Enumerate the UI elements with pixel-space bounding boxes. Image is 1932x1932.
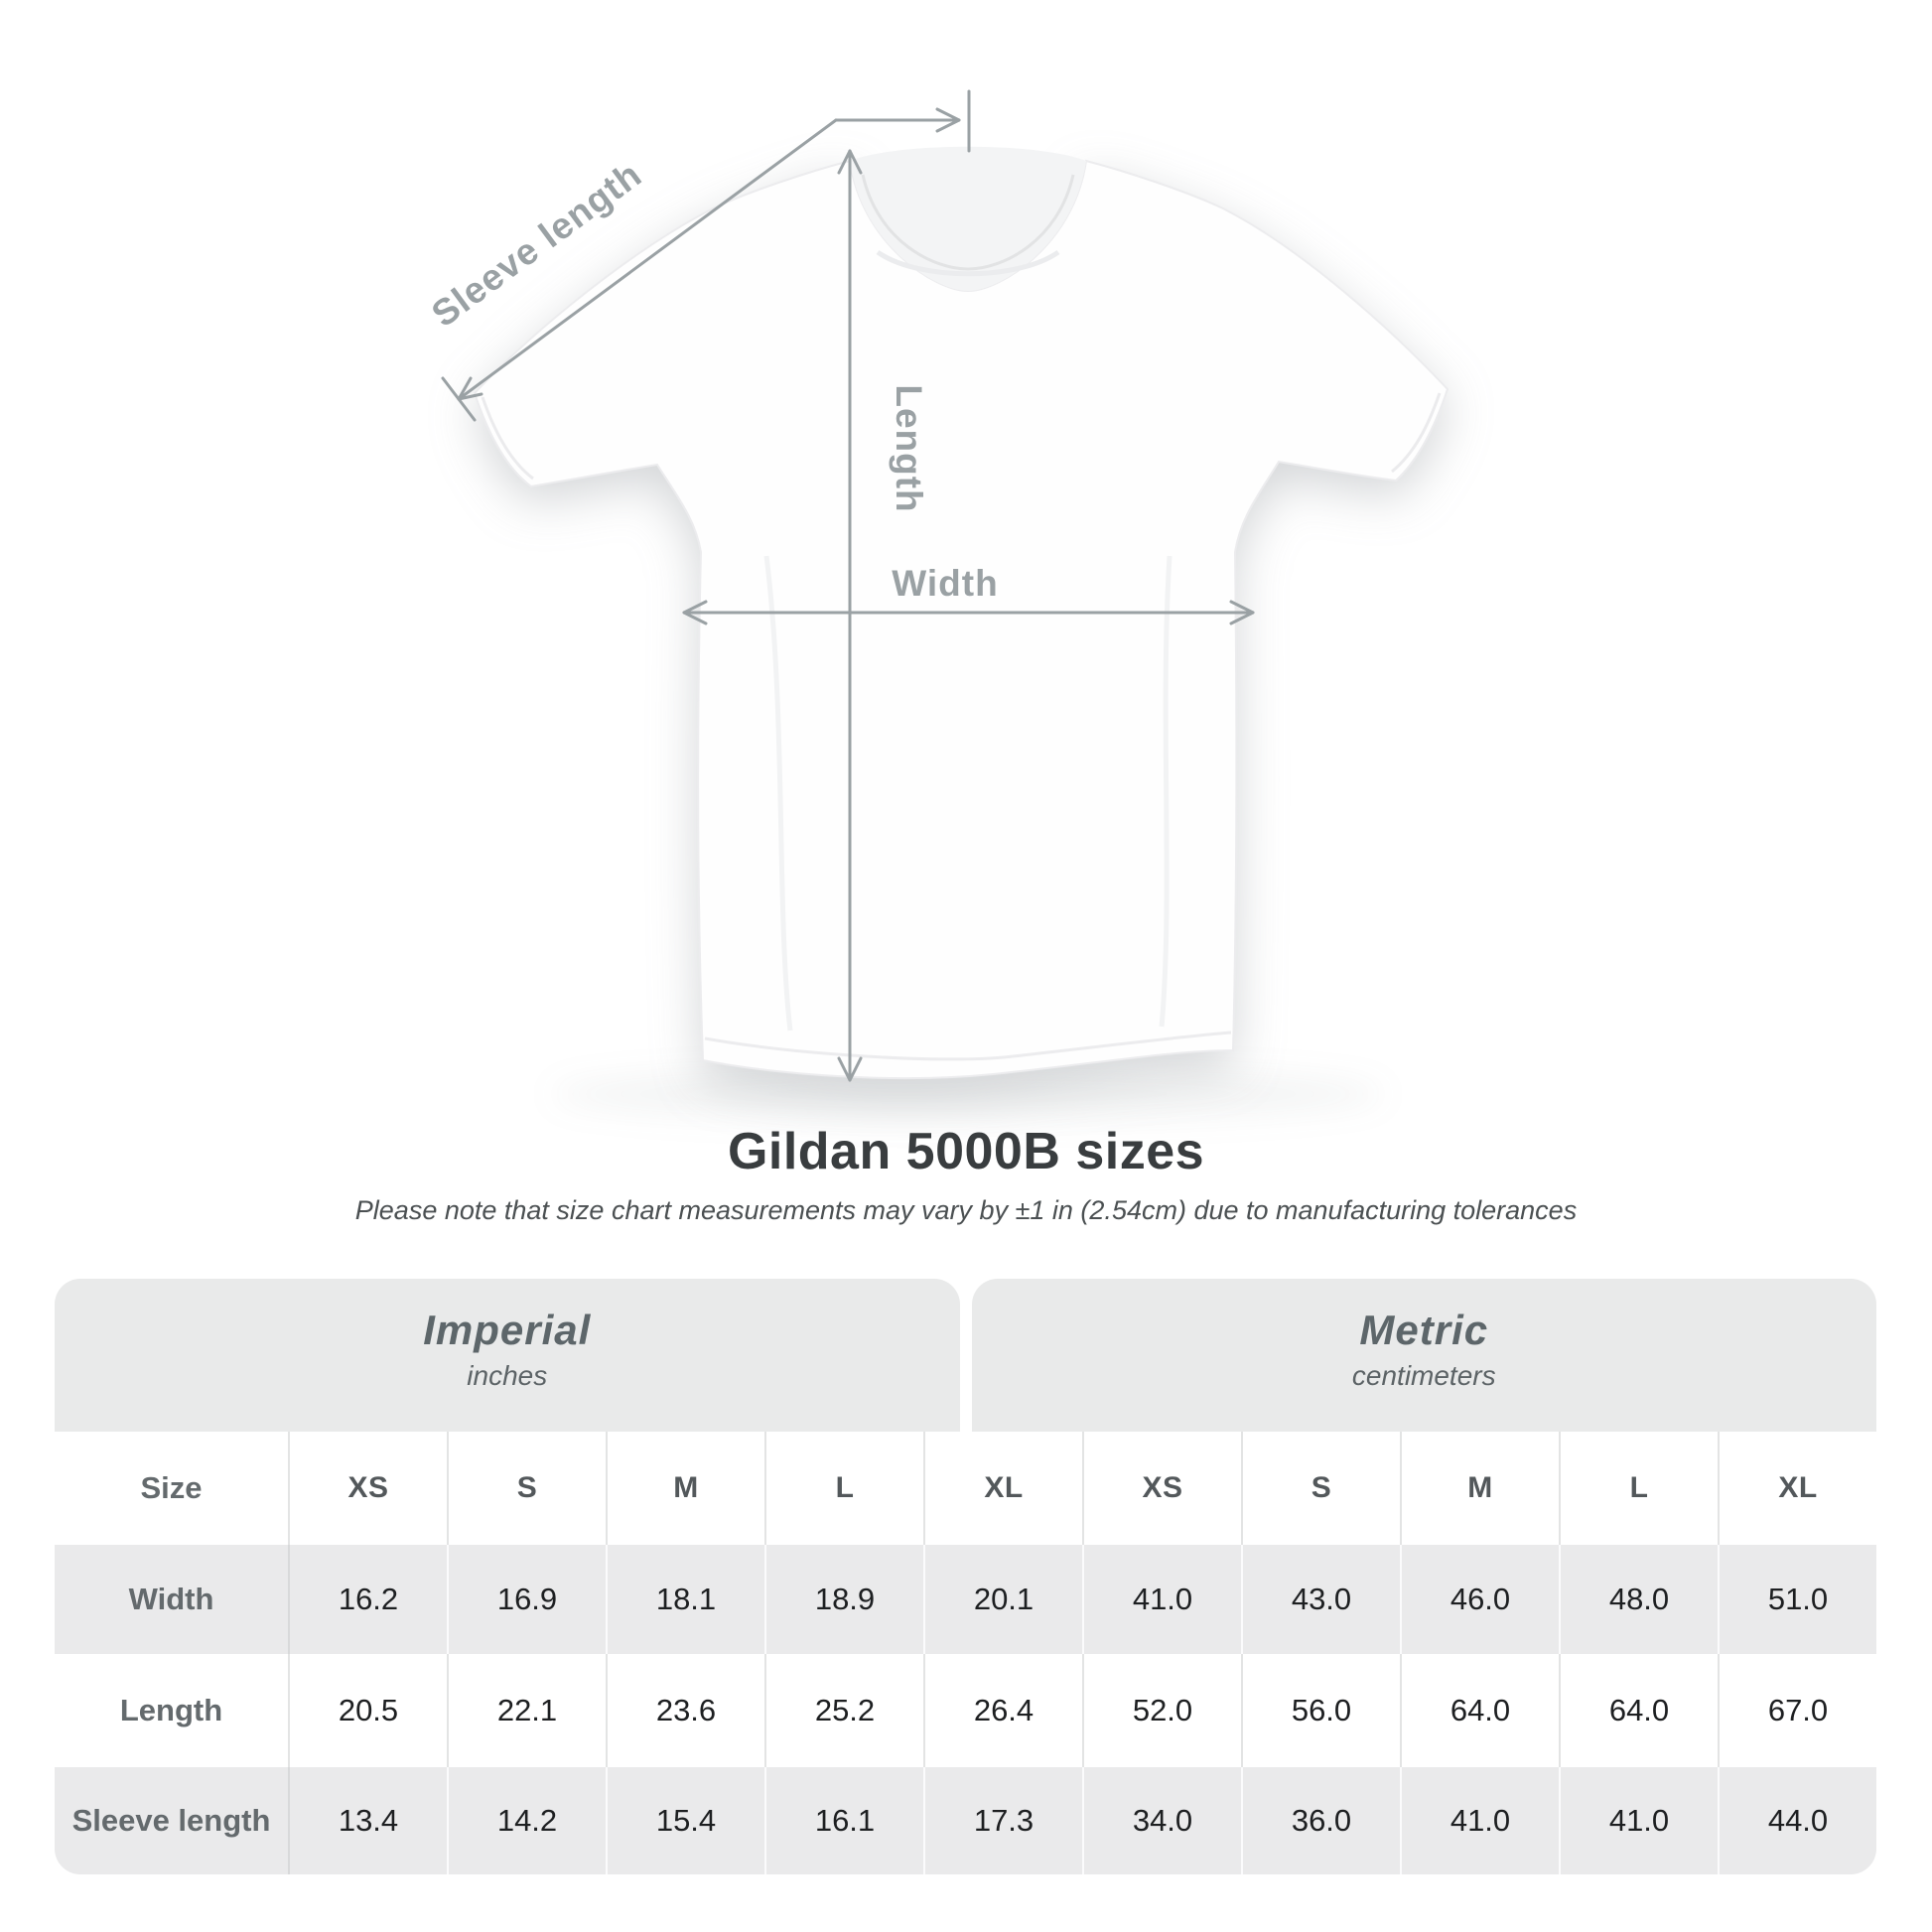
metric-title: Metric <box>1359 1307 1489 1353</box>
measurement-cell: 20.5 <box>288 1654 447 1767</box>
size-cell: S <box>447 1432 606 1545</box>
measurement-cell: 22.1 <box>447 1654 606 1767</box>
width-label: Width <box>892 563 998 604</box>
wrinkle-line <box>763 555 793 1032</box>
tolerance-note: Please note that size chart measurements… <box>354 1195 1578 1225</box>
measurement-cell: 17.3 <box>923 1767 1082 1874</box>
imperial-band: Imperial inches <box>55 1279 960 1432</box>
collar-rib-seam <box>861 174 1075 271</box>
measurement-cell: 43.0 <box>1241 1545 1400 1654</box>
row-header: Length <box>119 1693 223 1727</box>
size-column-header: Size <box>140 1470 203 1505</box>
table-row-sizes: Size XS S M L XL XS S M L XL <box>55 1432 1876 1545</box>
table-row-width: Width 16.2 16.9 18.1 18.9 20.1 41.0 43.0… <box>55 1545 1876 1654</box>
size-cell: XS <box>288 1432 447 1545</box>
wrinkle-line <box>1159 555 1173 1028</box>
measurement-cell: 64.0 <box>1400 1654 1559 1767</box>
size-cell: XL <box>923 1432 1082 1545</box>
length-label: Length <box>889 384 929 512</box>
tshirt-measurement-diagram: Sleeve length Length Width <box>424 89 1449 1120</box>
size-cell: XL <box>1718 1432 1876 1545</box>
imperial-unit: inches <box>467 1360 548 1391</box>
size-table: Imperial inches Metric centimeters Size … <box>55 1279 1876 1874</box>
measurement-cell: 18.9 <box>764 1545 923 1654</box>
sleeve-length-arrow <box>441 89 971 422</box>
measurement-cell: 34.0 <box>1082 1767 1241 1874</box>
table-row-sleeve-length: Sleeve length 13.4 14.2 15.4 16.1 17.3 3… <box>55 1767 1876 1874</box>
arrowhead-icon <box>935 107 961 133</box>
measurement-cell: 51.0 <box>1718 1545 1876 1654</box>
size-cell: S <box>1241 1432 1400 1545</box>
measurement-cell: 26.4 <box>923 1654 1082 1767</box>
measurement-cell: 16.9 <box>447 1545 606 1654</box>
right-sleeve-hem <box>1391 392 1442 474</box>
arrowhead-icon <box>837 149 863 175</box>
measurement-cell: 46.0 <box>1400 1545 1559 1654</box>
imperial-title: Imperial <box>423 1307 592 1353</box>
page-title: Gildan 5000B sizes <box>727 1123 1205 1180</box>
arrowhead-icon <box>1229 600 1255 625</box>
measurement-annotations <box>441 89 1255 1082</box>
collar-opening <box>850 146 1086 291</box>
metric-unit: centimeters <box>1351 1360 1496 1391</box>
measurement-cell: 52.0 <box>1082 1654 1241 1767</box>
length-arrow <box>837 149 863 1082</box>
measurement-cell: 18.1 <box>606 1545 764 1654</box>
measurement-cell: 36.0 <box>1241 1767 1400 1874</box>
measurement-cell: 23.6 <box>606 1654 764 1767</box>
measurement-cell: 13.4 <box>288 1767 447 1874</box>
collar-shadow-line <box>876 249 1060 277</box>
tick-mark <box>441 376 477 422</box>
left-sleeve-hem <box>481 396 534 481</box>
size-cell: M <box>606 1432 764 1545</box>
measurement-cell: 41.0 <box>1400 1767 1559 1874</box>
row-header: Width <box>128 1582 214 1616</box>
measurement-cell: 64.0 <box>1559 1654 1718 1767</box>
table-row-length: Length 20.5 22.1 23.6 25.2 26.4 52.0 56.… <box>55 1654 1876 1767</box>
measurement-cell: 16.1 <box>764 1767 923 1874</box>
measurement-cell: 25.2 <box>764 1654 923 1767</box>
measurement-cell: 14.2 <box>447 1767 606 1874</box>
width-arrow <box>682 600 1255 625</box>
metric-band: Metric centimeters <box>971 1279 1876 1432</box>
size-cell: M <box>1400 1432 1559 1545</box>
measurement-cell: 41.0 <box>1082 1545 1241 1654</box>
unit-header-band: Imperial inches Metric centimeters <box>55 1279 1876 1432</box>
measurement-cell: 41.0 <box>1559 1767 1718 1874</box>
measurement-cell: 44.0 <box>1718 1767 1876 1874</box>
tshirt-graphic <box>473 146 1449 1080</box>
ground-shadow <box>551 1068 1385 1120</box>
measurement-cell: 15.4 <box>606 1767 764 1874</box>
measurement-cell: 20.1 <box>923 1545 1082 1654</box>
measurement-cell: 16.2 <box>288 1545 447 1654</box>
arrowhead-icon <box>682 600 708 625</box>
measurement-cell: 67.0 <box>1718 1654 1876 1767</box>
size-cell: XS <box>1082 1432 1241 1545</box>
row-header: Sleeve length <box>71 1803 271 1838</box>
size-cell: L <box>1559 1432 1718 1545</box>
measurement-cell: 48.0 <box>1559 1545 1718 1654</box>
measurement-cell: 56.0 <box>1241 1654 1400 1767</box>
bottom-hem-seam <box>704 1031 1232 1061</box>
tshirt-outline <box>473 159 1449 1080</box>
size-cell: L <box>764 1432 923 1545</box>
arrowhead-icon <box>837 1056 863 1082</box>
